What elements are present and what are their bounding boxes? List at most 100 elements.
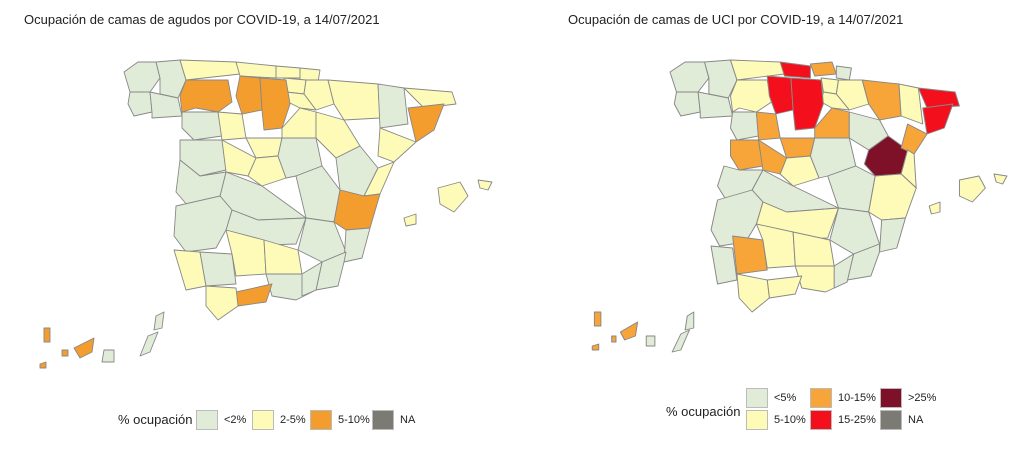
prov-valencia bbox=[868, 173, 917, 221]
prov-segovia bbox=[779, 137, 816, 159]
prov-lleida bbox=[898, 83, 924, 125]
prov-almeria bbox=[833, 253, 855, 289]
prov-almeria bbox=[301, 261, 323, 297]
prov-gran-canaria bbox=[101, 349, 115, 363]
prov-leon bbox=[729, 79, 773, 113]
prov-burgos bbox=[259, 77, 291, 131]
left-legend-item-5-10: 5-10% bbox=[310, 410, 370, 430]
right-legend-title: % ocupación bbox=[666, 404, 741, 419]
legend-swatch bbox=[196, 410, 218, 430]
prov-barcelona bbox=[922, 103, 954, 135]
prov-ourense bbox=[697, 91, 734, 119]
right-legend-item-gt25: >25% bbox=[880, 388, 936, 408]
prov-girona bbox=[917, 87, 960, 109]
prov-la-palma bbox=[43, 327, 51, 343]
legend-swatch bbox=[310, 410, 332, 430]
prov-badajoz bbox=[173, 195, 233, 253]
left-legend-item-2-5: 2-5% bbox=[252, 410, 306, 430]
prov-palencia bbox=[766, 75, 794, 115]
prov-badajoz bbox=[710, 189, 764, 247]
prov-palencia bbox=[235, 75, 263, 115]
prov-a-coruna bbox=[123, 61, 161, 93]
prov-ibiza bbox=[403, 213, 417, 227]
prov-bizkaia bbox=[809, 61, 837, 77]
left-legend-title: % ocupación bbox=[118, 412, 193, 427]
prov-malaga bbox=[235, 283, 273, 307]
prov-valladolid bbox=[217, 111, 247, 141]
prov-gipuzkoa bbox=[835, 65, 852, 81]
legend-label: 5-10% bbox=[338, 414, 370, 426]
prov-tenerife bbox=[619, 321, 639, 341]
prov-barcelona bbox=[407, 103, 445, 143]
prov-huesca bbox=[861, 79, 902, 121]
prov-cantabria bbox=[235, 61, 277, 79]
prov-cadiz bbox=[736, 273, 770, 313]
prov-a-coruna bbox=[669, 61, 710, 93]
prov-navarra bbox=[303, 79, 335, 111]
prov-cordoba bbox=[225, 229, 267, 277]
prov-alicante bbox=[343, 227, 371, 263]
prov-sevilla bbox=[732, 235, 768, 275]
prov-pontevedra bbox=[673, 91, 701, 117]
prov-cordoba bbox=[755, 223, 796, 269]
prov-segovia bbox=[245, 137, 283, 159]
legend-swatch bbox=[880, 388, 902, 408]
legend-swatch bbox=[810, 388, 832, 408]
prov-tenerife bbox=[73, 337, 95, 359]
legend-label: 5-10% bbox=[774, 414, 806, 426]
prov-malaga bbox=[766, 275, 803, 299]
prov-salamanca bbox=[729, 139, 764, 171]
legend-label: <2% bbox=[224, 414, 247, 426]
prov-madrid bbox=[247, 155, 287, 187]
prov-lleida bbox=[377, 83, 409, 129]
prov-fuerteventura bbox=[671, 329, 690, 353]
prov-bizkaia bbox=[275, 65, 301, 79]
prov-fuerteventura bbox=[139, 331, 159, 357]
legend-swatch bbox=[252, 410, 274, 430]
legend-label: 2-5% bbox=[280, 414, 306, 426]
legend-label: NA bbox=[908, 414, 924, 426]
prov-araba bbox=[820, 77, 839, 95]
prov-jaen bbox=[263, 239, 303, 275]
prov-cantabria bbox=[779, 61, 811, 79]
left-map-title: Ocupación de camas de agudos por COVID-1… bbox=[24, 12, 380, 27]
prov-madrid bbox=[779, 155, 820, 187]
prov-girona bbox=[403, 87, 457, 109]
prov-ourense bbox=[149, 91, 183, 119]
legend-swatch bbox=[880, 410, 902, 430]
prov-cadiz bbox=[205, 285, 239, 321]
prov-salamanca bbox=[179, 139, 227, 177]
prov-mallorca bbox=[958, 175, 986, 203]
prov-la-palma bbox=[593, 311, 602, 327]
prov-sevilla bbox=[199, 251, 237, 287]
right-legend-item-10-15: 10-15% bbox=[810, 388, 876, 408]
right-spain-map bbox=[591, 59, 1008, 353]
legend-swatch bbox=[746, 388, 768, 408]
right-legend-item-5-10: 5-10% bbox=[746, 410, 806, 430]
prov-menorca bbox=[477, 179, 493, 191]
prov-el-hierro bbox=[591, 343, 600, 351]
legend-swatch bbox=[372, 410, 394, 430]
legend-swatch bbox=[746, 410, 768, 430]
prov-navarra bbox=[835, 79, 870, 111]
prov-valencia bbox=[333, 189, 381, 231]
prov-valladolid bbox=[755, 111, 781, 141]
prov-el-hierro bbox=[39, 361, 47, 369]
prov-huelva bbox=[710, 245, 738, 285]
prov-zamora bbox=[729, 111, 760, 141]
prov-gran-canaria bbox=[645, 335, 656, 347]
prov-menorca bbox=[993, 173, 1008, 185]
prov-mallorca bbox=[437, 181, 469, 213]
legend-label: >25% bbox=[908, 392, 937, 404]
prov-tarragona bbox=[900, 123, 928, 155]
prov-lanzarote bbox=[684, 311, 695, 331]
legend-label: 10-15% bbox=[838, 392, 876, 404]
right-map-panel: Ocupación de camas de UCI por COVID-19, … bbox=[512, 0, 1024, 452]
prov-alicante bbox=[879, 217, 906, 253]
prov-ibiza bbox=[928, 201, 941, 215]
prov-lanzarote bbox=[153, 311, 165, 331]
prov-zamora bbox=[181, 111, 223, 141]
left-legend-item-lt2: <2% bbox=[196, 410, 246, 430]
legend-swatch bbox=[810, 410, 832, 430]
prov-la-gomera bbox=[611, 335, 617, 343]
